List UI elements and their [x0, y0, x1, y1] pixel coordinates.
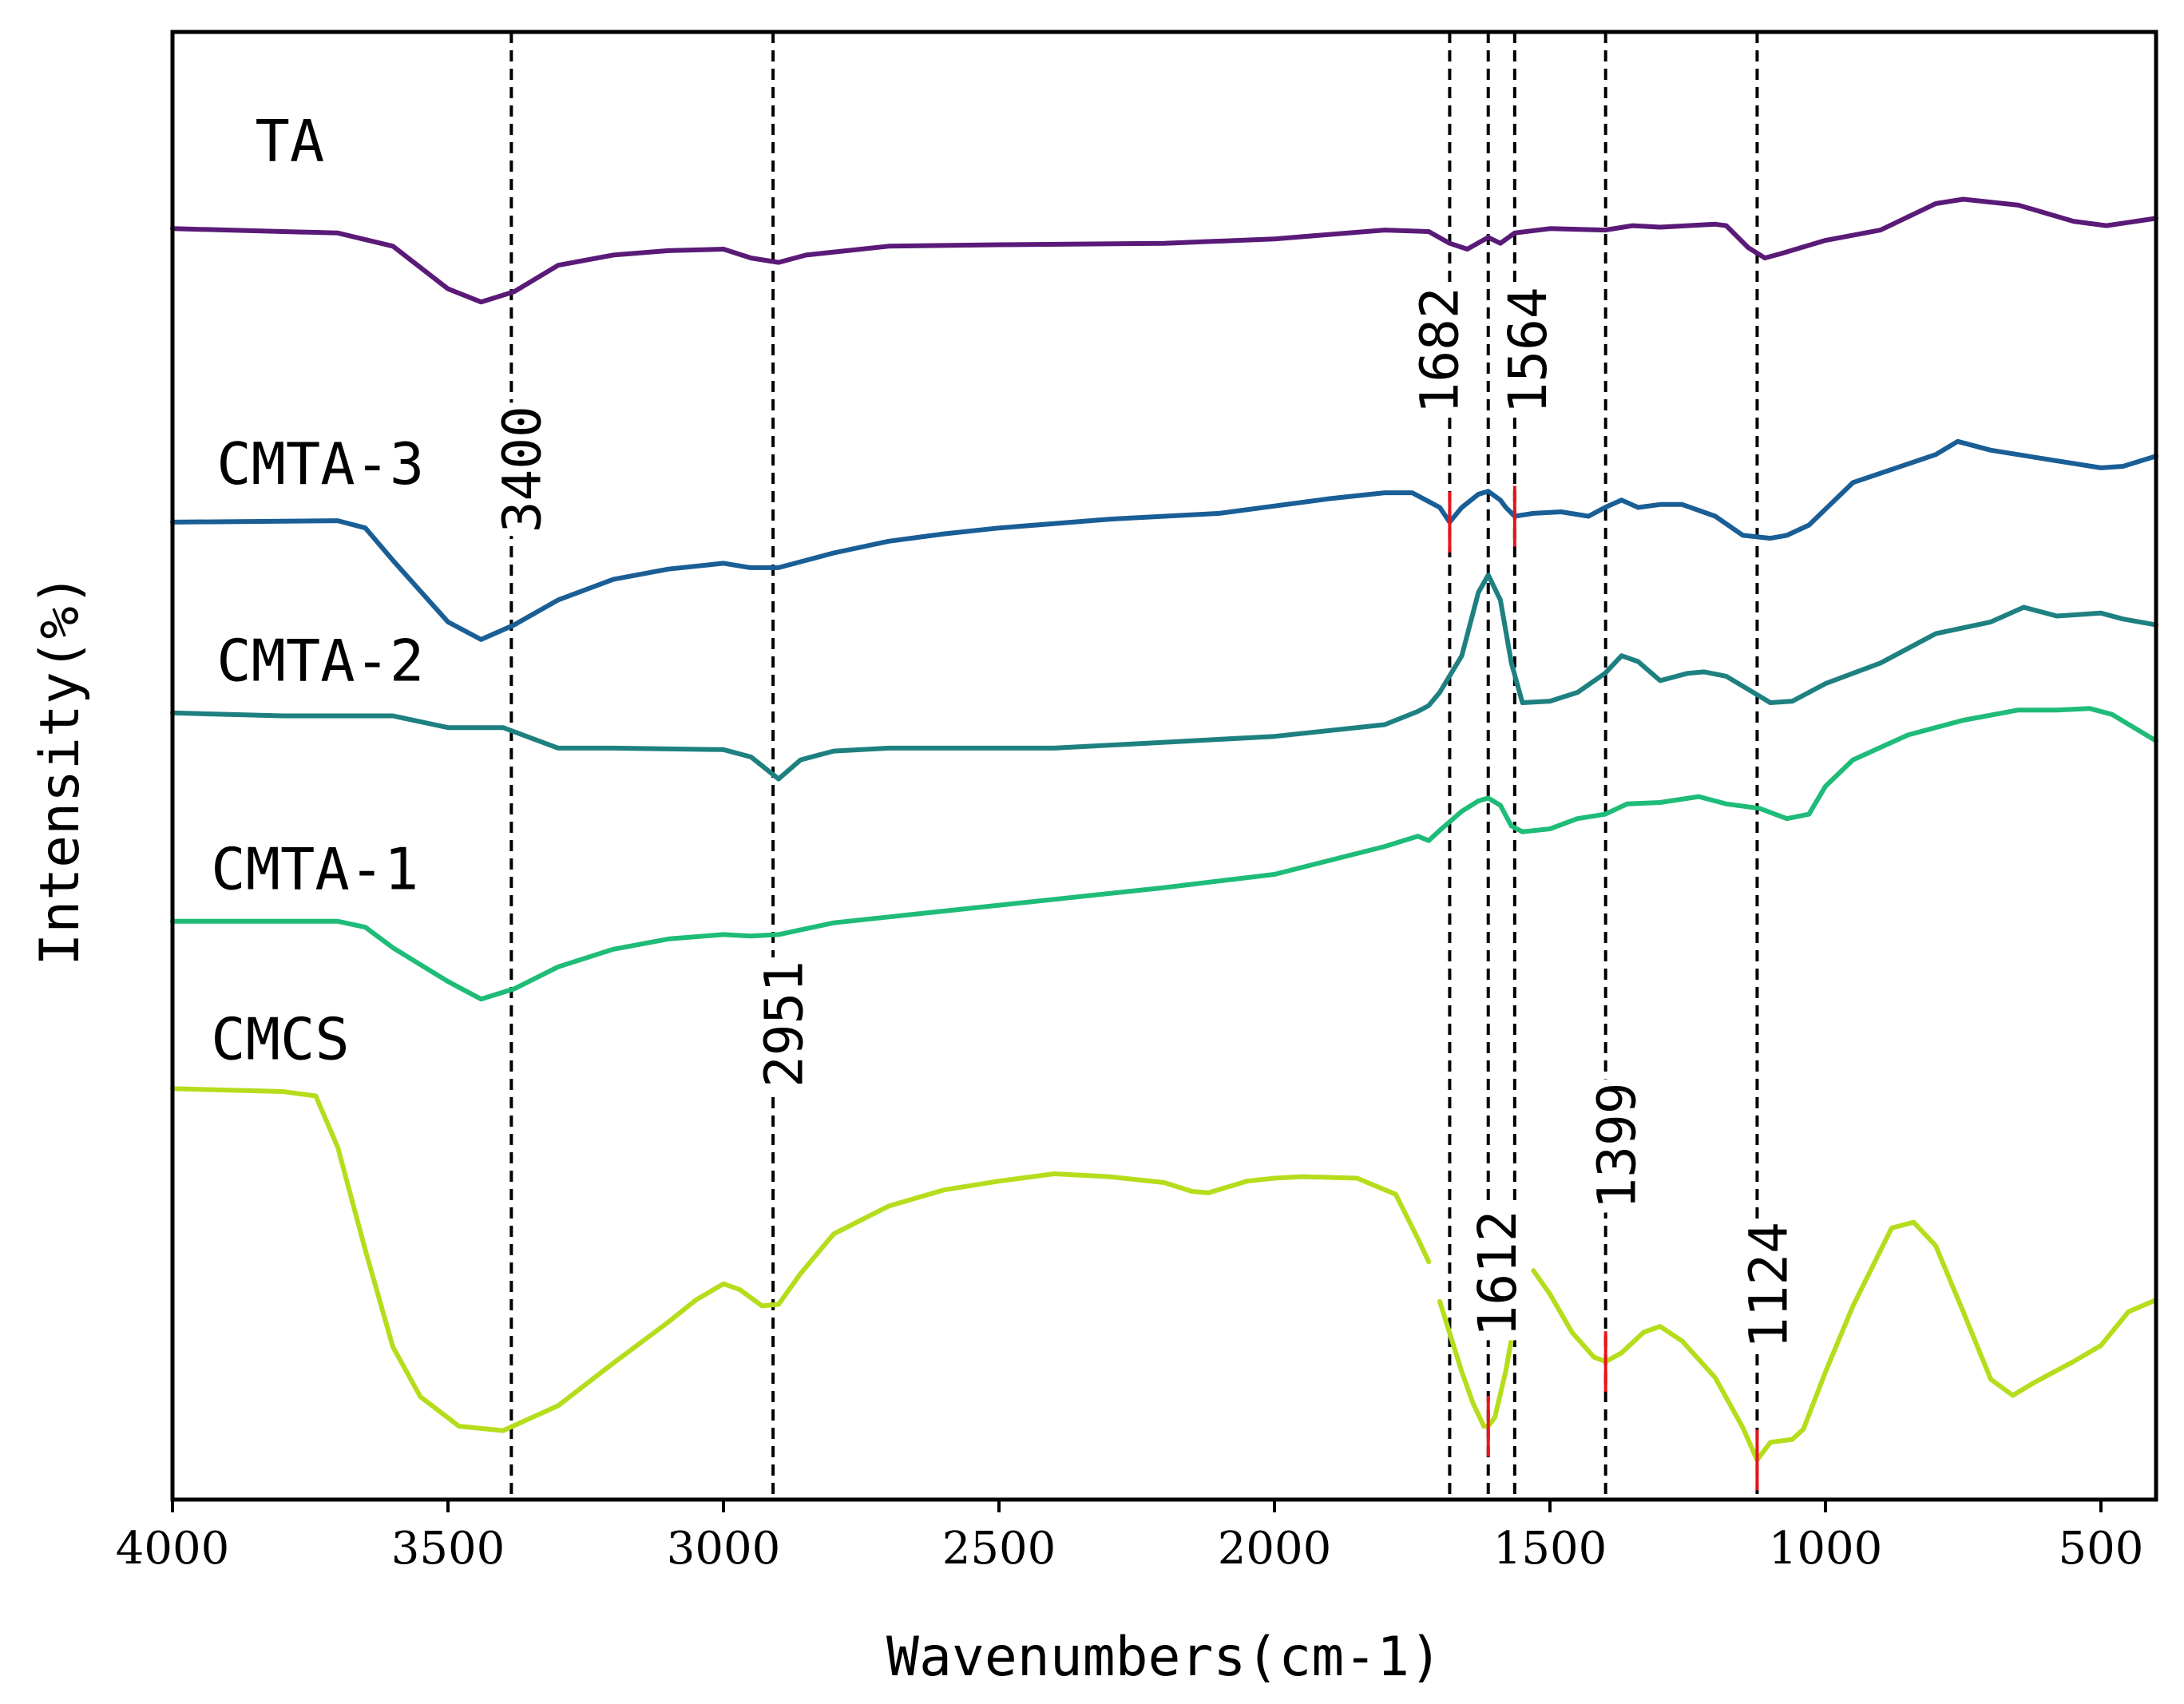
x-tick-label-3000: 3000	[667, 1523, 781, 1575]
series-label-cmta-2: CMTA-2	[216, 627, 424, 694]
series-line-ta	[170, 196, 2158, 305]
series-label-cmta-3: CMTA-3	[216, 430, 424, 497]
series-group	[170, 196, 2158, 1463]
x-axis-ticks: 4000 3500 3000 2500 2000 1500 1000 500	[116, 1500, 2144, 1575]
peak-label-bg-1682	[1412, 283, 1468, 418]
series-label-ta: TA	[256, 108, 325, 175]
peak-label-3400: 3400	[492, 406, 553, 533]
x-tick-label-3500: 3500	[391, 1523, 505, 1575]
series-labels: TA CMTA-3 CMTA-2 CMTA-1 CMCS	[211, 108, 424, 1073]
peak-label-1564: 1564	[1497, 287, 1559, 414]
peak-label-bg-1564	[1500, 283, 1556, 418]
series-label-cmcs: CMCS	[211, 1006, 349, 1073]
peak-label-bg-1399	[1589, 1079, 1645, 1213]
series-line-cmta-3	[170, 438, 2158, 642]
peak-label-bg-1124	[1741, 1219, 1797, 1353]
peak-label-2951: 2951	[753, 961, 815, 1088]
peak-label-1399: 1399	[1587, 1083, 1648, 1210]
x-axis-title: Wavenumbers(cm-1)	[886, 1626, 1442, 1689]
x-tick-label-2000: 2000	[1218, 1523, 1332, 1575]
plot-frame	[170, 30, 2158, 1502]
x-tick-label-2500: 2500	[942, 1523, 1056, 1575]
x-tick-label-1500: 1500	[1493, 1523, 1607, 1575]
peak-annotations: 3400 2951 1682 1564 1612 1399 1124	[492, 283, 1799, 1353]
peak-label-bg-1612	[1469, 1207, 1525, 1341]
peak-label-1124: 1124	[1738, 1222, 1799, 1349]
series-line-cmcs-seg2	[1437, 1298, 1520, 1429]
x-tick-label-500: 500	[2059, 1523, 2144, 1575]
peak-label-bg-3400	[494, 402, 550, 537]
y-axis-title: Intensity(%)	[29, 573, 92, 965]
series-line-cmcs-seg3	[1531, 1219, 2158, 1463]
series-line-cmcs-seg1	[170, 1086, 1432, 1433]
x-tick-label-4000: 4000	[116, 1523, 230, 1575]
series-line-cmta-1	[170, 706, 2158, 1002]
peak-label-1612: 1612	[1467, 1210, 1528, 1337]
series-label-cmta-1: CMTA-1	[211, 835, 418, 902]
x-tick-label-1000: 1000	[1769, 1523, 1883, 1575]
peak-label-bg-2951	[756, 957, 812, 1091]
series-line-cmta-2	[170, 573, 2158, 782]
peak-label-1682: 1682	[1409, 287, 1471, 414]
red-markers	[1448, 485, 1759, 1491]
